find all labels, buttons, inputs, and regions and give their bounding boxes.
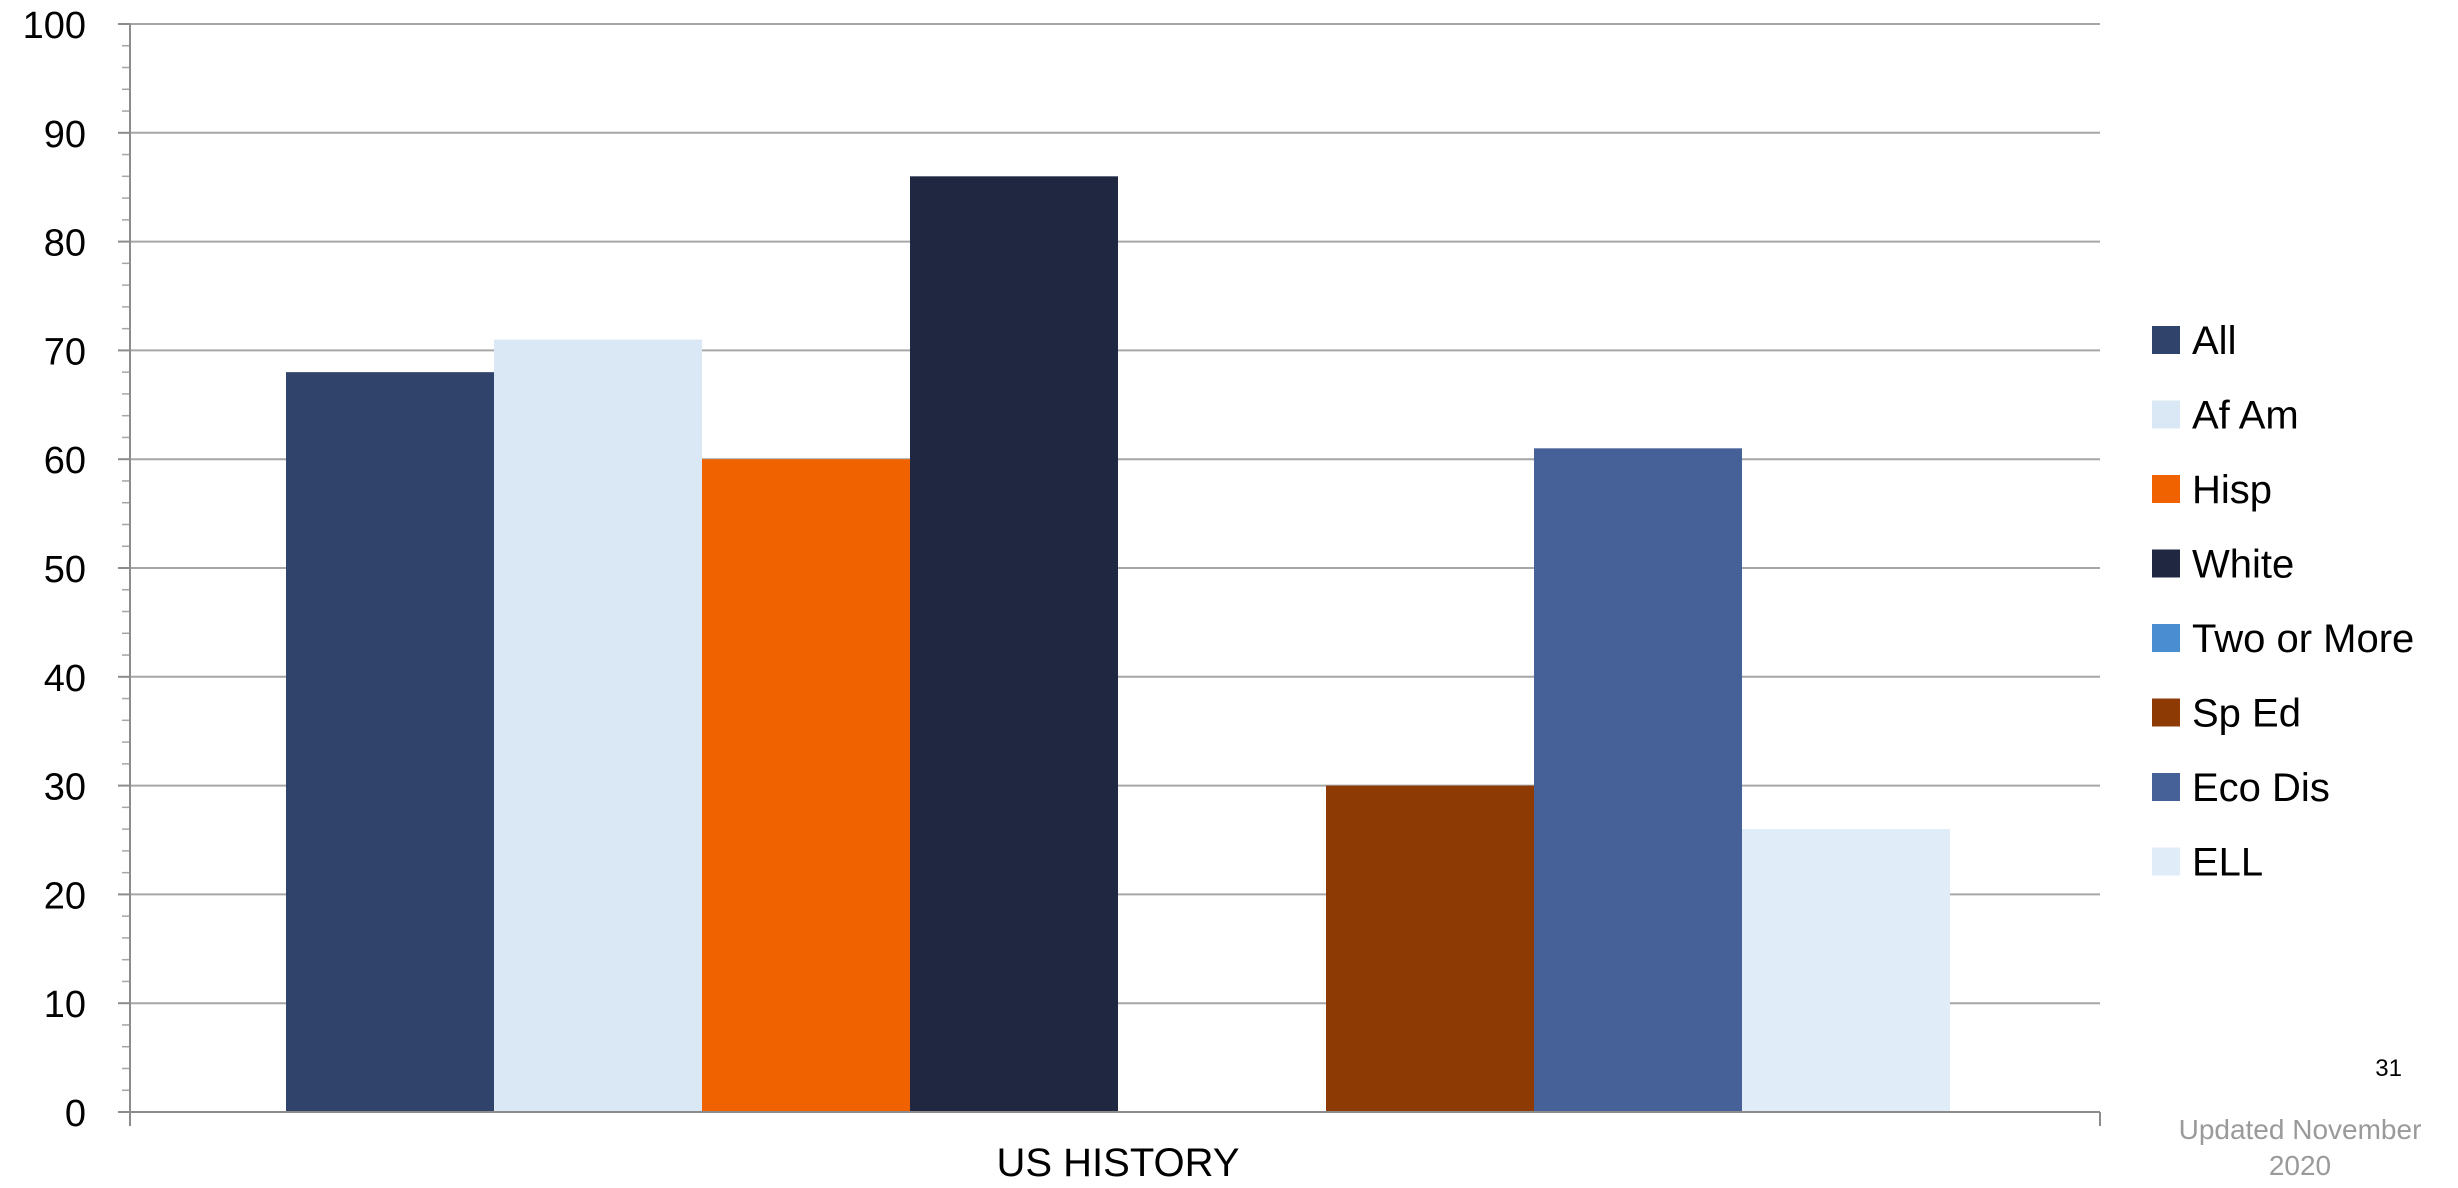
legend-label: Sp Ed — [2192, 692, 2301, 736]
bar-hisp — [702, 459, 910, 1112]
y-tick-label: 20 — [44, 875, 86, 917]
y-tick-label: 30 — [44, 767, 86, 809]
bar-ell — [1742, 829, 1950, 1112]
legend-label: All — [2192, 319, 2236, 363]
legend-item-hisp: Hisp — [2152, 468, 2272, 512]
y-tick-label: 10 — [44, 984, 86, 1026]
y-tick-label: 50 — [44, 549, 86, 591]
y-axis-minor-ticks — [122, 45, 130, 1091]
y-tick-label: 90 — [44, 114, 86, 156]
legend-swatch — [2152, 773, 2180, 801]
legend-label: ELL — [2192, 841, 2263, 885]
bar-white — [910, 176, 1118, 1112]
legend-swatch — [2152, 624, 2180, 652]
updated-note: Updated November 2020 — [2178, 1114, 2422, 1181]
legend: All Af Am Hisp White Two or More Sp Ed Eco Dis… — [2152, 319, 2414, 885]
y-tick-label: 100 — [23, 5, 86, 47]
bar-af-am — [494, 339, 702, 1112]
legend-swatch — [2152, 326, 2180, 354]
bar-eco-dis — [1534, 448, 1742, 1112]
legend-label: White — [2192, 543, 2294, 587]
legend-label: Eco Dis — [2192, 766, 2330, 810]
legend-item-all: All — [2152, 319, 2236, 363]
y-tick-label: 80 — [44, 223, 86, 265]
legend-label: Af Am — [2192, 394, 2299, 438]
y-tick-label: 60 — [44, 440, 86, 482]
legend-item-two-or-more: Two or More — [2152, 617, 2414, 661]
bar-sp-ed — [1326, 785, 1534, 1112]
y-tick-labels: 0 10 20 30 40 50 60 70 80 90 100 — [23, 5, 86, 1135]
legend-swatch — [2152, 400, 2180, 429]
legend-item-eco-dis: Eco Dis — [2152, 766, 2330, 810]
legend-item-sp-ed: Sp Ed — [2152, 692, 2301, 736]
legend-swatch — [2152, 847, 2180, 876]
y-tick-label: 70 — [44, 331, 86, 373]
page-number: 31 — [2375, 1055, 2402, 1082]
legend-item-af-am: Af Am — [2152, 394, 2299, 438]
legend-swatch — [2152, 549, 2180, 578]
bars — [286, 176, 1950, 1112]
legend-label: Two or More — [2192, 617, 2414, 661]
x-category-label: US HISTORY — [996, 1141, 1239, 1185]
legend-label: Hisp — [2192, 468, 2272, 512]
legend-swatch — [2152, 698, 2180, 727]
bar-all — [286, 372, 494, 1112]
legend-item-ell: ELL — [2152, 841, 2263, 885]
y-tick-label: 40 — [44, 658, 86, 700]
legend-item-white: White — [2152, 543, 2294, 587]
legend-swatch — [2152, 475, 2180, 503]
y-tick-label: 0 — [65, 1093, 86, 1135]
